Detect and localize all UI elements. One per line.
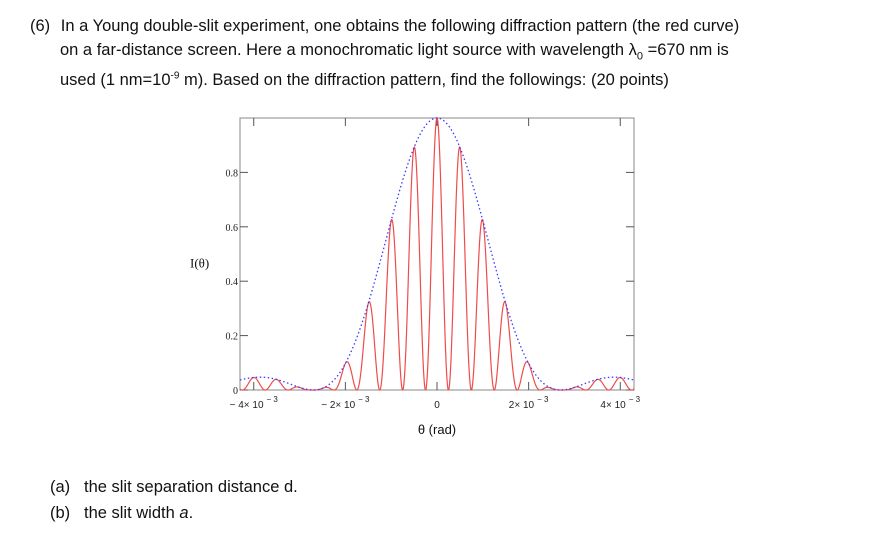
x-tick-label: 2× 10− 3 (509, 395, 549, 411)
x-tick-label: 4× 10− 3 (600, 395, 640, 411)
problem-number: (6) (30, 17, 51, 35)
question-b-period: . (188, 504, 194, 522)
y-tick-label: 0 (233, 386, 238, 397)
problem-statement: (6) In a Young double-slit experiment, o… (30, 14, 860, 92)
problem-text-3b: m). Based on the diffraction pattern, fi… (179, 71, 669, 90)
y-tick-label: 0.6 (226, 223, 239, 234)
plot-area: 0 0.2 0.4 0.6 0.8 − 4× 10− 3 − 2× 10− 3 0 2× 10−… (190, 117, 641, 437)
problem-line-2: on a far-distance screen. Here a monochr… (30, 38, 860, 68)
problem-text-2b: =670 nm is (643, 41, 729, 59)
question-b: (b) the slit width a. (50, 500, 298, 526)
y-tick-label: 0.2 (226, 332, 239, 343)
envelope-curve (239, 117, 635, 391)
lambda-subscript: 0 (636, 50, 643, 63)
y-tick-label: 0.4 (226, 277, 239, 288)
question-a: (a) the slit separation distance d. (50, 474, 298, 500)
exponent: -9 (170, 70, 180, 82)
problem-text-2a: on a far-distance screen. Here a monochr… (60, 41, 629, 59)
problem-line-1: (6) In a Young double-slit experiment, o… (30, 14, 860, 38)
question-b-text: the slit width (84, 504, 180, 522)
diffraction-chart: 0 0.2 0.4 0.6 0.8 − 4× 10− 3 − 2× 10− 3 0 2× 10−… (190, 117, 641, 437)
lambda-symbol: λ (628, 41, 637, 59)
problem-text-3a: used (1 nm=10 (60, 71, 171, 90)
question-list: (a) the slit separation distance d. (b) th… (50, 474, 298, 526)
question-a-label: (a) (50, 478, 71, 496)
y-tick-label: 0.8 (226, 168, 239, 179)
x-tick-label: 0 (434, 400, 440, 411)
problem-text-1: In a Young double-slit experiment, one o… (60, 17, 740, 35)
problem-line-3: used (1 nm=10-9 m). Based on the diffrac… (30, 68, 860, 92)
y-axis-label: I(θ) (190, 256, 209, 271)
x-tick-label: − 2× 10− 3 (321, 395, 370, 411)
x-tick-label: − 4× 10− 3 (230, 395, 279, 411)
slit-width-symbol: a (179, 504, 189, 522)
interference-curve (239, 117, 635, 391)
x-axis-label: θ (rad) (418, 422, 456, 437)
question-a-text: the slit separation distance d. (84, 478, 298, 496)
plot-frame (239, 117, 635, 391)
question-b-label: (b) (50, 504, 71, 522)
